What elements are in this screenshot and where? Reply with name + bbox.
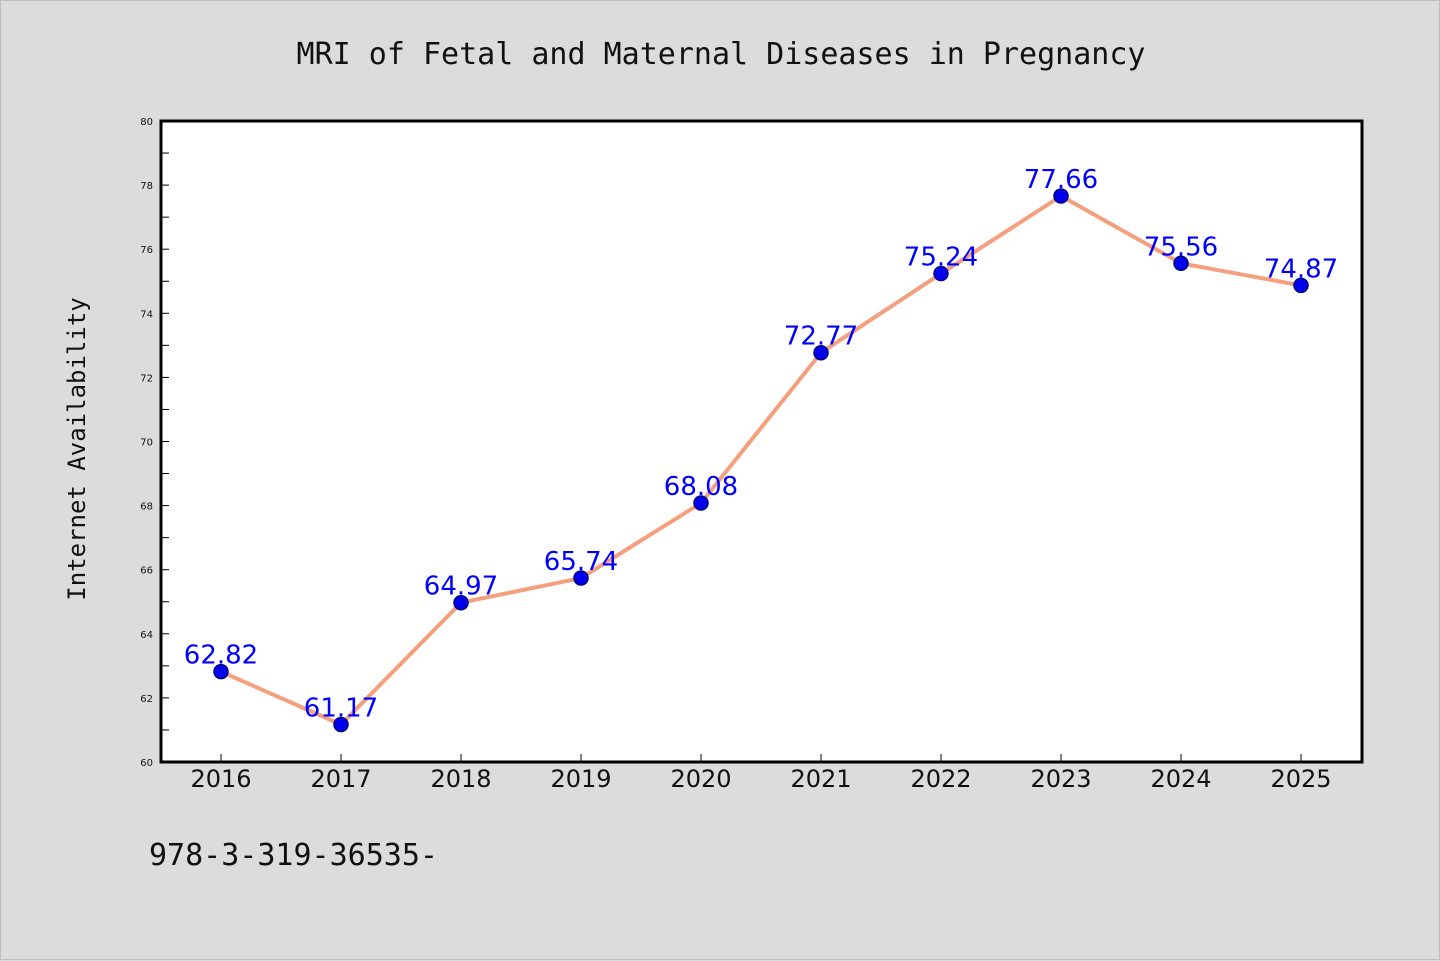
- plot-area: [159, 119, 1364, 764]
- footer-code: 978-3-319-36535-: [149, 838, 438, 873]
- x-tick-label: 2019: [550, 765, 611, 793]
- data-point: [1293, 277, 1309, 294]
- data-point: [453, 594, 469, 611]
- data-label: 75.56: [1144, 232, 1218, 262]
- x-tick-label: 2016: [190, 765, 251, 793]
- y-tick-label: 78: [140, 181, 153, 192]
- data-label: 72.77: [784, 322, 858, 352]
- data-point: [1173, 255, 1189, 272]
- data-label: 68.08: [664, 472, 738, 502]
- chart-title: MRI of Fetal and Maternal Diseases in Pr…: [297, 37, 1146, 72]
- y-tick-label: 74: [140, 309, 153, 320]
- data-label: 64.97: [424, 572, 498, 602]
- points-group: [213, 188, 1309, 733]
- y-tick-label: 66: [140, 566, 153, 577]
- y-tick-label: 62: [140, 694, 153, 705]
- data-label: 74.87: [1264, 254, 1338, 284]
- x-tick-label: 2020: [670, 765, 731, 793]
- y-tick-label: 76: [140, 245, 153, 256]
- x-tick-label: 2017: [310, 765, 371, 793]
- x-tick-label: 2018: [430, 765, 491, 793]
- data-label: 65.74: [544, 547, 618, 577]
- data-label: 77.66: [1024, 165, 1098, 195]
- data-label: 75.24: [904, 243, 978, 273]
- x-tick-label: 2023: [1030, 765, 1091, 793]
- x-tick-label: 2025: [1270, 765, 1331, 793]
- series-line: [220, 193, 1302, 727]
- data-point: [333, 716, 349, 733]
- x-tick-label: 2022: [910, 765, 971, 793]
- data-point: [1053, 188, 1069, 204]
- y-axis-ticks: 60 62 64 66 68 70 72 74 76 78 80: [140, 117, 169, 769]
- data-point: [933, 265, 949, 282]
- x-tick-label: 2021: [790, 765, 851, 793]
- data-point: [693, 495, 709, 511]
- data-point: [213, 663, 229, 680]
- x-tick-label: 2024: [1150, 765, 1211, 793]
- data-point: [813, 344, 829, 361]
- y-tick-label: 68: [140, 502, 153, 513]
- y-tick-label: 80: [140, 117, 153, 128]
- y-tick-label: 70: [140, 438, 153, 449]
- y-tick-label: 72: [140, 373, 153, 384]
- y-tick-label: 64: [140, 630, 153, 641]
- data-label: 62.82: [184, 641, 258, 671]
- x-axis-ticks: 2016 2017 2018 2019 2020 2021 2022 2023 2024 2025: [190, 754, 1332, 793]
- series-group: [220, 193, 1302, 727]
- data-point: [573, 570, 589, 586]
- y-axis-label: Internet Availability: [63, 297, 91, 600]
- data-labels-group: 62.82 61.17 64.97 65.74 68.08 72.77 75.24 77.66…: [184, 165, 1338, 724]
- y-tick-label: 60: [140, 758, 153, 769]
- data-label: 61.17: [304, 694, 378, 724]
